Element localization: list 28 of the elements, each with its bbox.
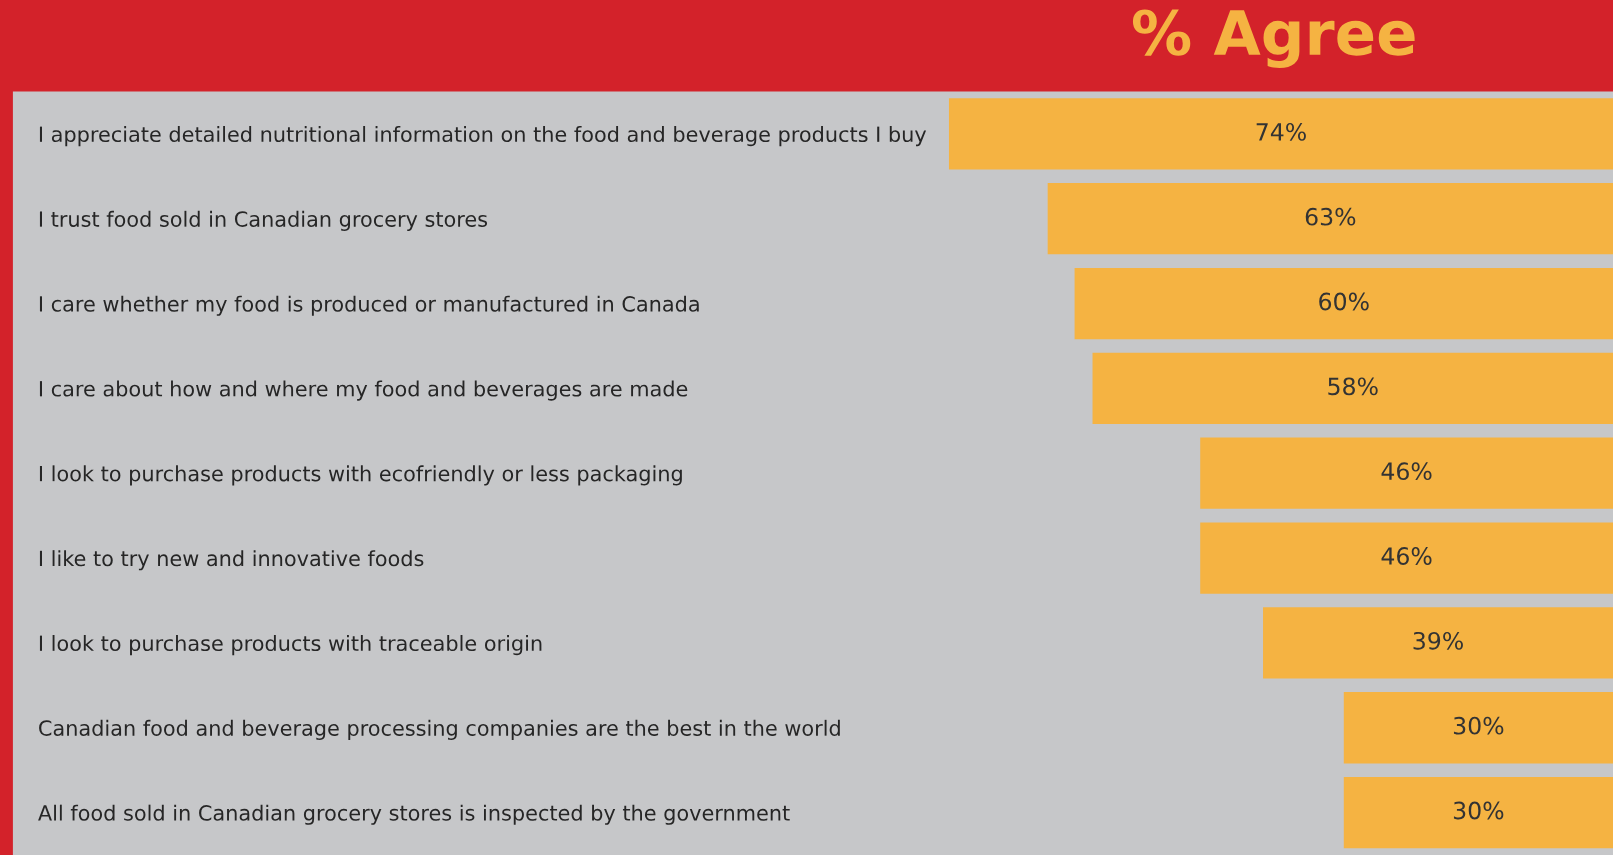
y-tick-label: I look to purchase products with ecofriendly or less packaging xyxy=(39,465,682,486)
chart-title: % Agree xyxy=(1132,9,1415,69)
y-tick-label: Canadian food and beverage processing companies are the best in the world xyxy=(39,719,840,740)
y-tick-label: I appreciate detailed nutritional information on the food and beverage products I buy xyxy=(39,125,927,147)
y-tick-label: I trust food sold in Canadian grocery stores xyxy=(39,210,488,231)
bar xyxy=(1343,776,1613,849)
data-label: 60% xyxy=(1319,292,1369,311)
data-label: 74% xyxy=(1256,122,1306,141)
data-label: 30% xyxy=(1453,801,1504,820)
bar xyxy=(948,98,1613,170)
bar xyxy=(1092,352,1613,425)
data-label: 30% xyxy=(1453,716,1504,735)
y-tick-label: I like to try new and innovative foods xyxy=(39,550,424,571)
data-label: 46% xyxy=(1381,547,1432,565)
y-tick-label: All food sold in Canadian grocery stores is inspected by the government xyxy=(38,804,790,825)
bar xyxy=(1200,522,1613,594)
data-label: 46% xyxy=(1381,462,1432,481)
bar xyxy=(1200,437,1613,509)
bar xyxy=(1047,183,1613,255)
y-tick-label: I care whether my food is produced or manufactured in Canada xyxy=(39,295,699,316)
data-label: 58% xyxy=(1328,377,1378,396)
bar xyxy=(1263,607,1613,679)
bar xyxy=(1074,267,1613,340)
data-label: 39% xyxy=(1413,631,1463,650)
data-label: 63% xyxy=(1305,207,1356,226)
y-tick-label: I care about how and where my food and beverages are made xyxy=(39,380,688,401)
y-tick-label: I look to purchase products with traceable origin xyxy=(39,635,542,656)
bar xyxy=(1343,692,1613,764)
